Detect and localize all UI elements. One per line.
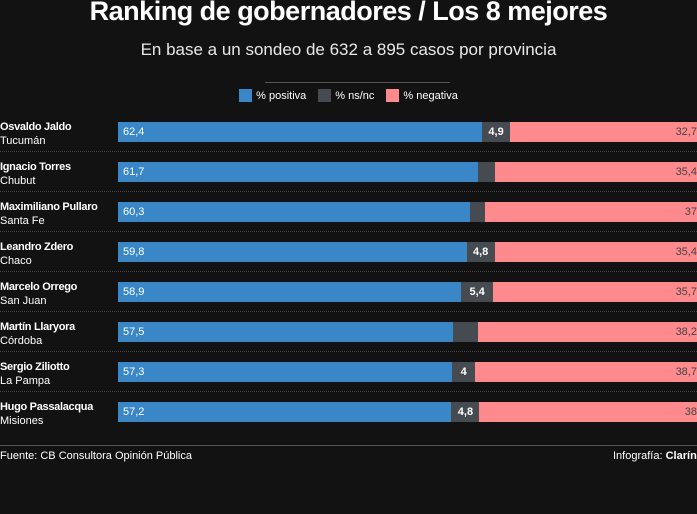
legend-label: % ns/nc (335, 89, 375, 102)
row-separator (0, 351, 697, 352)
legend-item: % positiva (239, 89, 306, 102)
chart-subtitle: En base a un sondeo de 632 a 895 casos p… (140, 40, 557, 59)
province-name: Chaco (0, 255, 32, 267)
bar-negativa: 35,7 (492, 282, 697, 302)
legend: % positiva % ns/nc % negativa (0, 89, 697, 102)
province-name: Chubut (0, 175, 36, 187)
governor-name: Hugo Passalacqua (0, 401, 94, 413)
province-name: Tucumán (0, 135, 46, 147)
bar-negativa: 37 (485, 202, 697, 222)
province-name: Santa Fe (0, 215, 45, 227)
bar-nsnc: 4 (452, 362, 476, 382)
bar-nsnc (469, 202, 486, 222)
bar-positiva: 58,9 (118, 282, 462, 302)
bar-negativa: 38,7 (475, 362, 697, 382)
legend-item: % negativa (386, 89, 458, 102)
bar-negativa: 32,7 (510, 122, 697, 142)
legend-label: % positiva (256, 89, 307, 102)
table-row: Hugo Passalacqua Misiones 57,2 4,8 38 (0, 399, 697, 439)
governor-name: Leandro Zdero (0, 241, 74, 253)
province-name: San Juan (0, 295, 47, 307)
governor-name: Sergio Ziliotto (0, 361, 70, 373)
bar-nsnc: 4,9 (481, 122, 511, 142)
province-name: Misiones (0, 415, 44, 427)
row-separator (0, 231, 697, 232)
legend-swatch (239, 89, 253, 102)
source-note: Fuente: CB Consultora Opinión Pública (0, 450, 192, 462)
bar-negativa: 35,4 (494, 242, 697, 262)
row-separator (0, 271, 697, 272)
table-row: Maximiliano Pullaro Santa Fe 60,3 37 (0, 199, 697, 239)
bar-negativa: 38,2 (478, 322, 697, 342)
governor-name: Maximiliano Pullaro (0, 201, 98, 213)
governor-name: Ignacio Torres (0, 161, 71, 173)
province-name: La Pampa (0, 375, 51, 387)
bar-nsnc: 4,8 (466, 242, 495, 262)
bar-positiva: 57,2 (118, 402, 452, 422)
bar-positiva: 60,3 (118, 202, 470, 222)
table-row: Sergio Ziliotto La Pampa 57,3 4 38,7 (0, 359, 697, 399)
governor-name: Osvaldo Jaldo (0, 121, 72, 133)
row-separator (0, 151, 697, 152)
divider (0, 445, 697, 446)
bar-positiva: 57,5 (118, 322, 454, 342)
bar-nsnc: 5,4 (461, 282, 493, 302)
divider (265, 82, 450, 83)
legend-label: % negativa (403, 89, 458, 102)
credit-label: Infografía: (613, 450, 663, 462)
chart-title: Ranking de gobernadores / Los 8 mejores (89, 0, 608, 26)
credit-brand: Clarín (665, 450, 697, 462)
bar-nsnc (477, 162, 495, 182)
legend-swatch (318, 89, 332, 102)
bar-positiva: 62,4 (118, 122, 482, 142)
bar-nsnc: 4,8 (451, 402, 480, 422)
bar-positiva: 57,3 (118, 362, 453, 382)
bar-negativa: 35,4 (494, 162, 697, 182)
table-row: Osvaldo Jaldo Tucumán 62,4 4,9 32,7 (0, 119, 697, 159)
credit: Infografía: Clarín (613, 450, 697, 462)
governor-name: Martín Llaryora (0, 321, 75, 333)
table-row: Marcelo Orrego San Juan 58,9 5,4 35,7 (0, 279, 697, 319)
bar-nsnc (453, 322, 479, 342)
province-name: Córdoba (0, 335, 43, 347)
table-row: Ignacio Torres Chubut 61,7 35,4 (0, 159, 697, 199)
bar-positiva: 59,8 (118, 242, 467, 262)
legend-swatch (386, 89, 400, 102)
bar-positiva: 61,7 (118, 162, 478, 182)
table-row: Leandro Zdero Chaco 59,8 4,8 35,4 (0, 239, 697, 279)
legend-item: % ns/nc (318, 89, 374, 102)
row-separator (0, 391, 697, 392)
bar-negativa: 38 (479, 402, 697, 422)
governor-name: Marcelo Orrego (0, 281, 78, 293)
table-row: Martín Llaryora Córdoba 57,5 38,2 (0, 319, 697, 359)
row-separator (0, 191, 697, 192)
row-separator (0, 311, 697, 312)
